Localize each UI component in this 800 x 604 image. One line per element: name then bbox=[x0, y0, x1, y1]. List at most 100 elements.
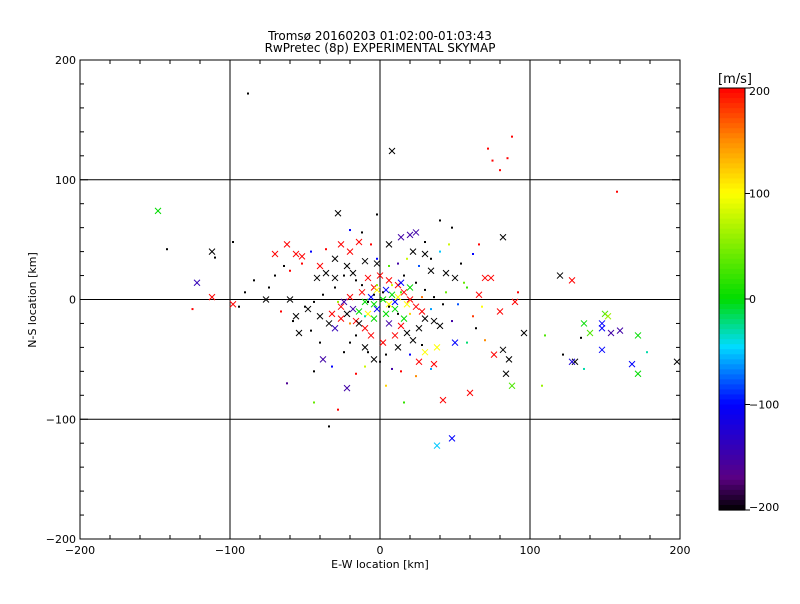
data-point-dot bbox=[232, 241, 234, 244]
data-point-x bbox=[571, 358, 579, 366]
data-point-x bbox=[382, 310, 390, 318]
data-point-dot bbox=[439, 219, 441, 222]
data-point-dot bbox=[451, 226, 453, 229]
colorbar-segment bbox=[719, 494, 745, 501]
data-point-dot bbox=[361, 231, 363, 234]
colorbar-segment bbox=[719, 183, 745, 190]
data-point-x bbox=[634, 332, 642, 339]
colorbar-segment bbox=[719, 469, 745, 476]
data-point-x bbox=[322, 269, 330, 277]
data-point-x bbox=[409, 248, 417, 255]
colorbar-segment bbox=[719, 228, 745, 235]
x-tick-label: −100 bbox=[215, 544, 245, 557]
data-point-dot bbox=[544, 334, 546, 337]
colorbar-segment bbox=[719, 374, 745, 380]
colorbar-segment bbox=[719, 384, 745, 391]
data-point-dot bbox=[322, 293, 324, 296]
data-point-dot bbox=[448, 243, 450, 246]
colorbar-tick-label: 100 bbox=[749, 188, 770, 201]
data-point-x bbox=[466, 389, 474, 397]
data-point-x bbox=[385, 320, 393, 327]
data-point-x bbox=[298, 253, 306, 260]
data-point-x bbox=[388, 147, 396, 155]
colorbar-segment bbox=[719, 268, 745, 275]
colorbar-segment bbox=[719, 238, 745, 245]
y-axis-label: N-S location [km] bbox=[26, 252, 39, 348]
data-point-dot bbox=[506, 157, 509, 160]
data-point-dot bbox=[397, 262, 399, 265]
data-point-dot bbox=[268, 286, 270, 289]
colorbar-segment bbox=[719, 248, 745, 255]
data-point-x bbox=[499, 233, 507, 241]
data-point-x bbox=[397, 233, 405, 241]
data-point-x bbox=[415, 358, 423, 366]
data-point-dot bbox=[301, 262, 303, 265]
chart-subtitle: RwPretec (8p) EXPERIMENTAL SKYMAP bbox=[265, 41, 496, 55]
data-point-dot bbox=[491, 159, 494, 162]
data-point-dot bbox=[283, 264, 285, 267]
x-tick-label: 100 bbox=[520, 544, 541, 557]
colorbar-segment bbox=[719, 444, 745, 451]
data-point-dot bbox=[361, 284, 363, 287]
data-point-x bbox=[358, 288, 366, 296]
data-point-x bbox=[379, 339, 387, 346]
data-point-dot bbox=[337, 408, 339, 411]
data-point-x bbox=[397, 322, 405, 330]
data-point-x bbox=[229, 300, 237, 308]
data-point-dot bbox=[391, 367, 393, 370]
data-point-dot bbox=[481, 305, 483, 308]
data-point-dot bbox=[442, 303, 444, 306]
data-point-x bbox=[616, 327, 624, 334]
data-point-dot bbox=[385, 384, 387, 387]
data-point-x bbox=[502, 370, 510, 378]
data-point-x bbox=[448, 435, 456, 442]
colorbar-segment bbox=[719, 93, 745, 99]
data-point-x bbox=[451, 339, 459, 346]
data-point-x bbox=[379, 296, 387, 303]
colorbar-segment bbox=[719, 459, 745, 466]
colorbar-segment bbox=[719, 329, 745, 335]
data-point-x bbox=[316, 262, 324, 270]
y-tick-label: 0 bbox=[69, 294, 76, 307]
data-point-dot bbox=[430, 367, 432, 370]
data-point-dot bbox=[583, 367, 585, 370]
colorbar-segment bbox=[719, 153, 745, 159]
data-point-dot bbox=[400, 370, 402, 373]
colorbar-segment bbox=[719, 113, 745, 119]
data-point-dot bbox=[253, 279, 255, 282]
colorbar-segment bbox=[719, 424, 745, 431]
data-point-dot bbox=[421, 344, 423, 347]
colorbar-segment bbox=[719, 143, 745, 149]
data-point-dot bbox=[616, 190, 618, 193]
data-point-x bbox=[154, 207, 162, 215]
data-point-dot bbox=[457, 303, 459, 306]
data-point-x bbox=[421, 250, 429, 258]
colorbar-segment bbox=[719, 364, 745, 370]
data-point-dot bbox=[424, 288, 426, 291]
data-point-dot bbox=[397, 312, 399, 315]
data-point-x bbox=[355, 238, 363, 246]
colorbar-segment bbox=[719, 118, 745, 124]
data-point-dot bbox=[409, 312, 411, 315]
data-point-dot bbox=[391, 284, 393, 287]
colorbar-segment bbox=[719, 168, 745, 175]
data-point-x bbox=[433, 344, 441, 351]
data-point-x bbox=[418, 308, 426, 315]
data-point-dot bbox=[349, 229, 351, 232]
data-point-x bbox=[496, 308, 504, 315]
data-point-x bbox=[331, 255, 339, 263]
data-point-x bbox=[361, 257, 369, 265]
colorbar-segment bbox=[719, 123, 745, 129]
points-layer bbox=[154, 92, 681, 449]
data-point-dot bbox=[460, 262, 462, 265]
data-point-x bbox=[400, 315, 408, 323]
data-point-x bbox=[403, 300, 411, 308]
data-point-x bbox=[439, 396, 447, 404]
colorbar-segment bbox=[719, 273, 745, 280]
data-point-dot bbox=[328, 425, 330, 428]
colorbar-segment bbox=[719, 218, 745, 225]
data-point-dot bbox=[415, 281, 417, 284]
data-point-dot bbox=[484, 339, 486, 342]
data-point-dot bbox=[247, 92, 249, 95]
data-point-x bbox=[325, 320, 333, 327]
